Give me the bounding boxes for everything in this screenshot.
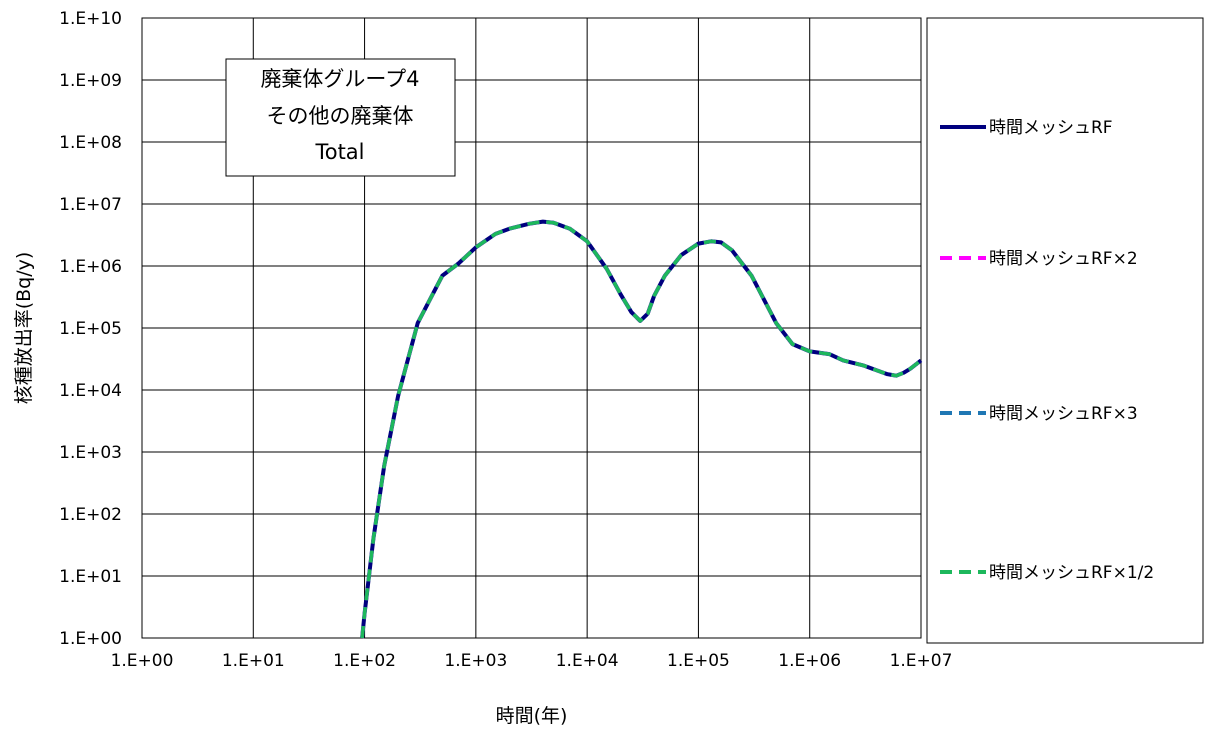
x-tick-label: 1.E+04 [556,651,619,671]
y-tick-label: 1.E+04 [59,381,122,401]
legend-frame [926,17,1204,644]
x-tick-label: 1.E+05 [667,651,730,671]
legend-label-3: 時間メッシュRF×3 [989,404,1138,424]
y-tick-label: 1.E+09 [59,71,122,91]
y-tick-label: 1.E+05 [59,319,122,339]
x-tick-label: 1.E+06 [778,651,841,671]
y-tick-label: 1.E+06 [59,257,122,277]
plot-area [141,17,922,639]
y-tick-label: 1.E+10 [59,9,122,29]
annotation-box: 廃棄体グループ4 その他の廃棄体 Total [225,58,456,177]
series-line-4 [360,219,923,639]
y-tick-label: 1.E+07 [59,195,122,215]
x-axis-label: 時間(年) [496,705,568,727]
x-tick-label: 1.E+07 [890,651,953,671]
y-tick-label: 1.E+01 [59,567,122,587]
x-tick-label: 1.E+01 [222,651,285,671]
annotation-line-2: その他の廃棄体 [267,104,414,128]
x-tick-label: 1.E+02 [333,651,396,671]
y-tick-label: 1.E+00 [59,629,122,649]
y-axis-ticks: 1.E+00 1.E+01 1.E+02 1.E+03 1.E+04 1.E+05 1.E+… [59,9,122,649]
legend-label-1: 時間メッシュRF [989,118,1113,138]
legend-label-4: 時間メッシュRF×1/2 [989,563,1154,583]
annotation-line-1: 廃棄体グループ4 [260,67,419,91]
x-tick-label: 1.E+03 [444,651,507,671]
legend: 時間メッシュRF 時間メッシュRF×2 時間メッシュRF×3 時間メッシュRF×1/2 [926,17,1204,644]
x-tick-label: 1.E+00 [111,651,174,671]
y-tick-label: 1.E+08 [59,133,122,153]
y-tick-label: 1.E+03 [59,443,122,463]
y-axis-label: 核種放出率(Bq/y) [13,252,35,405]
x-axis-ticks: 1.E+00 1.E+01 1.E+02 1.E+03 1.E+04 1.E+05 1.E+… [111,651,953,671]
annotation-line-3: Total [314,140,364,164]
legend-label-2: 時間メッシュRF×2 [989,249,1138,269]
grid-lines [142,18,921,638]
series-lines [360,219,923,639]
y-tick-label: 1.E+02 [59,505,122,525]
